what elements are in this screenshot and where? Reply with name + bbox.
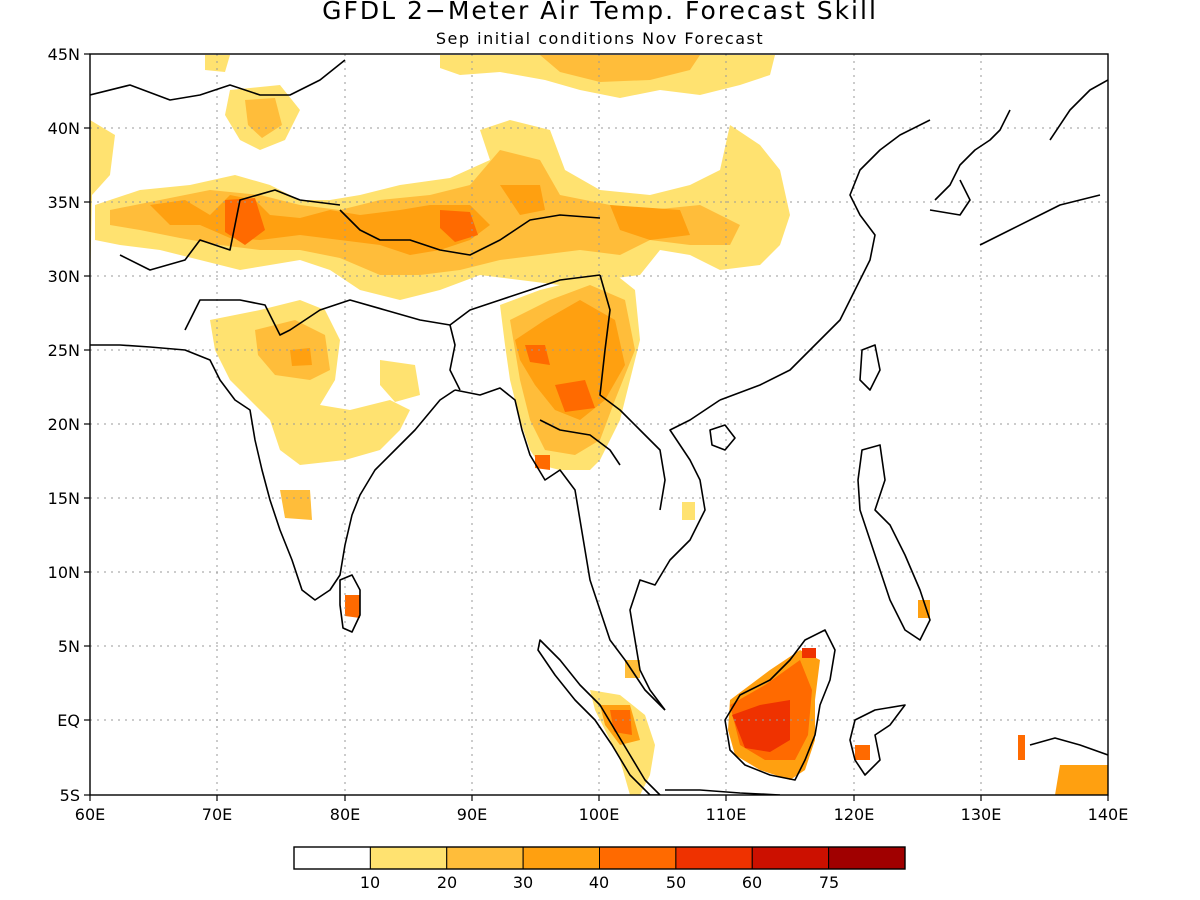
grid-lines bbox=[90, 54, 1108, 795]
colorbar-swatch bbox=[675, 846, 753, 870]
colorbar-swatch bbox=[293, 846, 371, 870]
lat-label: 5N bbox=[58, 637, 80, 656]
colorbar-swatch bbox=[522, 846, 601, 870]
coastlines bbox=[90, 59, 1108, 795]
lat-label: 5S bbox=[60, 786, 80, 805]
colorbar-label: 60 bbox=[742, 873, 762, 892]
lon-label: 130E bbox=[961, 805, 1002, 824]
lat-label: 40N bbox=[48, 119, 80, 138]
lat-label: 25N bbox=[48, 341, 80, 360]
colorbar-swatch bbox=[446, 846, 524, 870]
lat-label: 10N bbox=[48, 563, 80, 582]
colorbar: 10 20 30 40 50 60 75 bbox=[293, 846, 906, 892]
lat-label: 35N bbox=[48, 193, 80, 212]
colorbar-label: 20 bbox=[437, 873, 457, 892]
lat-label: 20N bbox=[48, 415, 80, 434]
colorbar-swatch bbox=[751, 846, 830, 870]
lon-label: 140E bbox=[1088, 805, 1129, 824]
lon-label: 90E bbox=[457, 805, 487, 824]
lat-label: 15N bbox=[48, 489, 80, 508]
map-subtitle: Sep initial conditions Nov Forecast bbox=[435, 29, 765, 48]
lat-label: 45N bbox=[48, 45, 80, 64]
colorbar-label: 10 bbox=[360, 873, 380, 892]
lat-label: 30N bbox=[48, 267, 80, 286]
colorbar-label: 50 bbox=[666, 873, 686, 892]
lon-label: 60E bbox=[75, 805, 105, 824]
lat-labels: 45N 40N 35N 30N 25N 20N 15N 10N 5N EQ 5S bbox=[48, 45, 80, 805]
lon-label: 70E bbox=[202, 805, 232, 824]
axis-ticks bbox=[84, 53, 1109, 801]
colorbar-label: 40 bbox=[589, 873, 609, 892]
lon-labels: 60E 70E 80E 90E 100E 110E 120E 130E 140E bbox=[75, 805, 1129, 824]
colorbar-swatch bbox=[369, 846, 448, 870]
colorbar-label: 75 bbox=[819, 873, 839, 892]
lat-label: EQ bbox=[57, 711, 80, 730]
colorbar-frame bbox=[293, 846, 906, 870]
map-title: GFDL 2−Meter Air Temp. Forecast Skill bbox=[322, 0, 878, 25]
colorbar-swatch bbox=[599, 846, 677, 870]
lon-label: 100E bbox=[579, 805, 620, 824]
lon-label: 120E bbox=[834, 805, 875, 824]
colorbar-swatch bbox=[828, 846, 906, 870]
lon-label: 110E bbox=[706, 805, 747, 824]
lon-label: 80E bbox=[330, 805, 360, 824]
colorbar-label: 30 bbox=[513, 873, 533, 892]
